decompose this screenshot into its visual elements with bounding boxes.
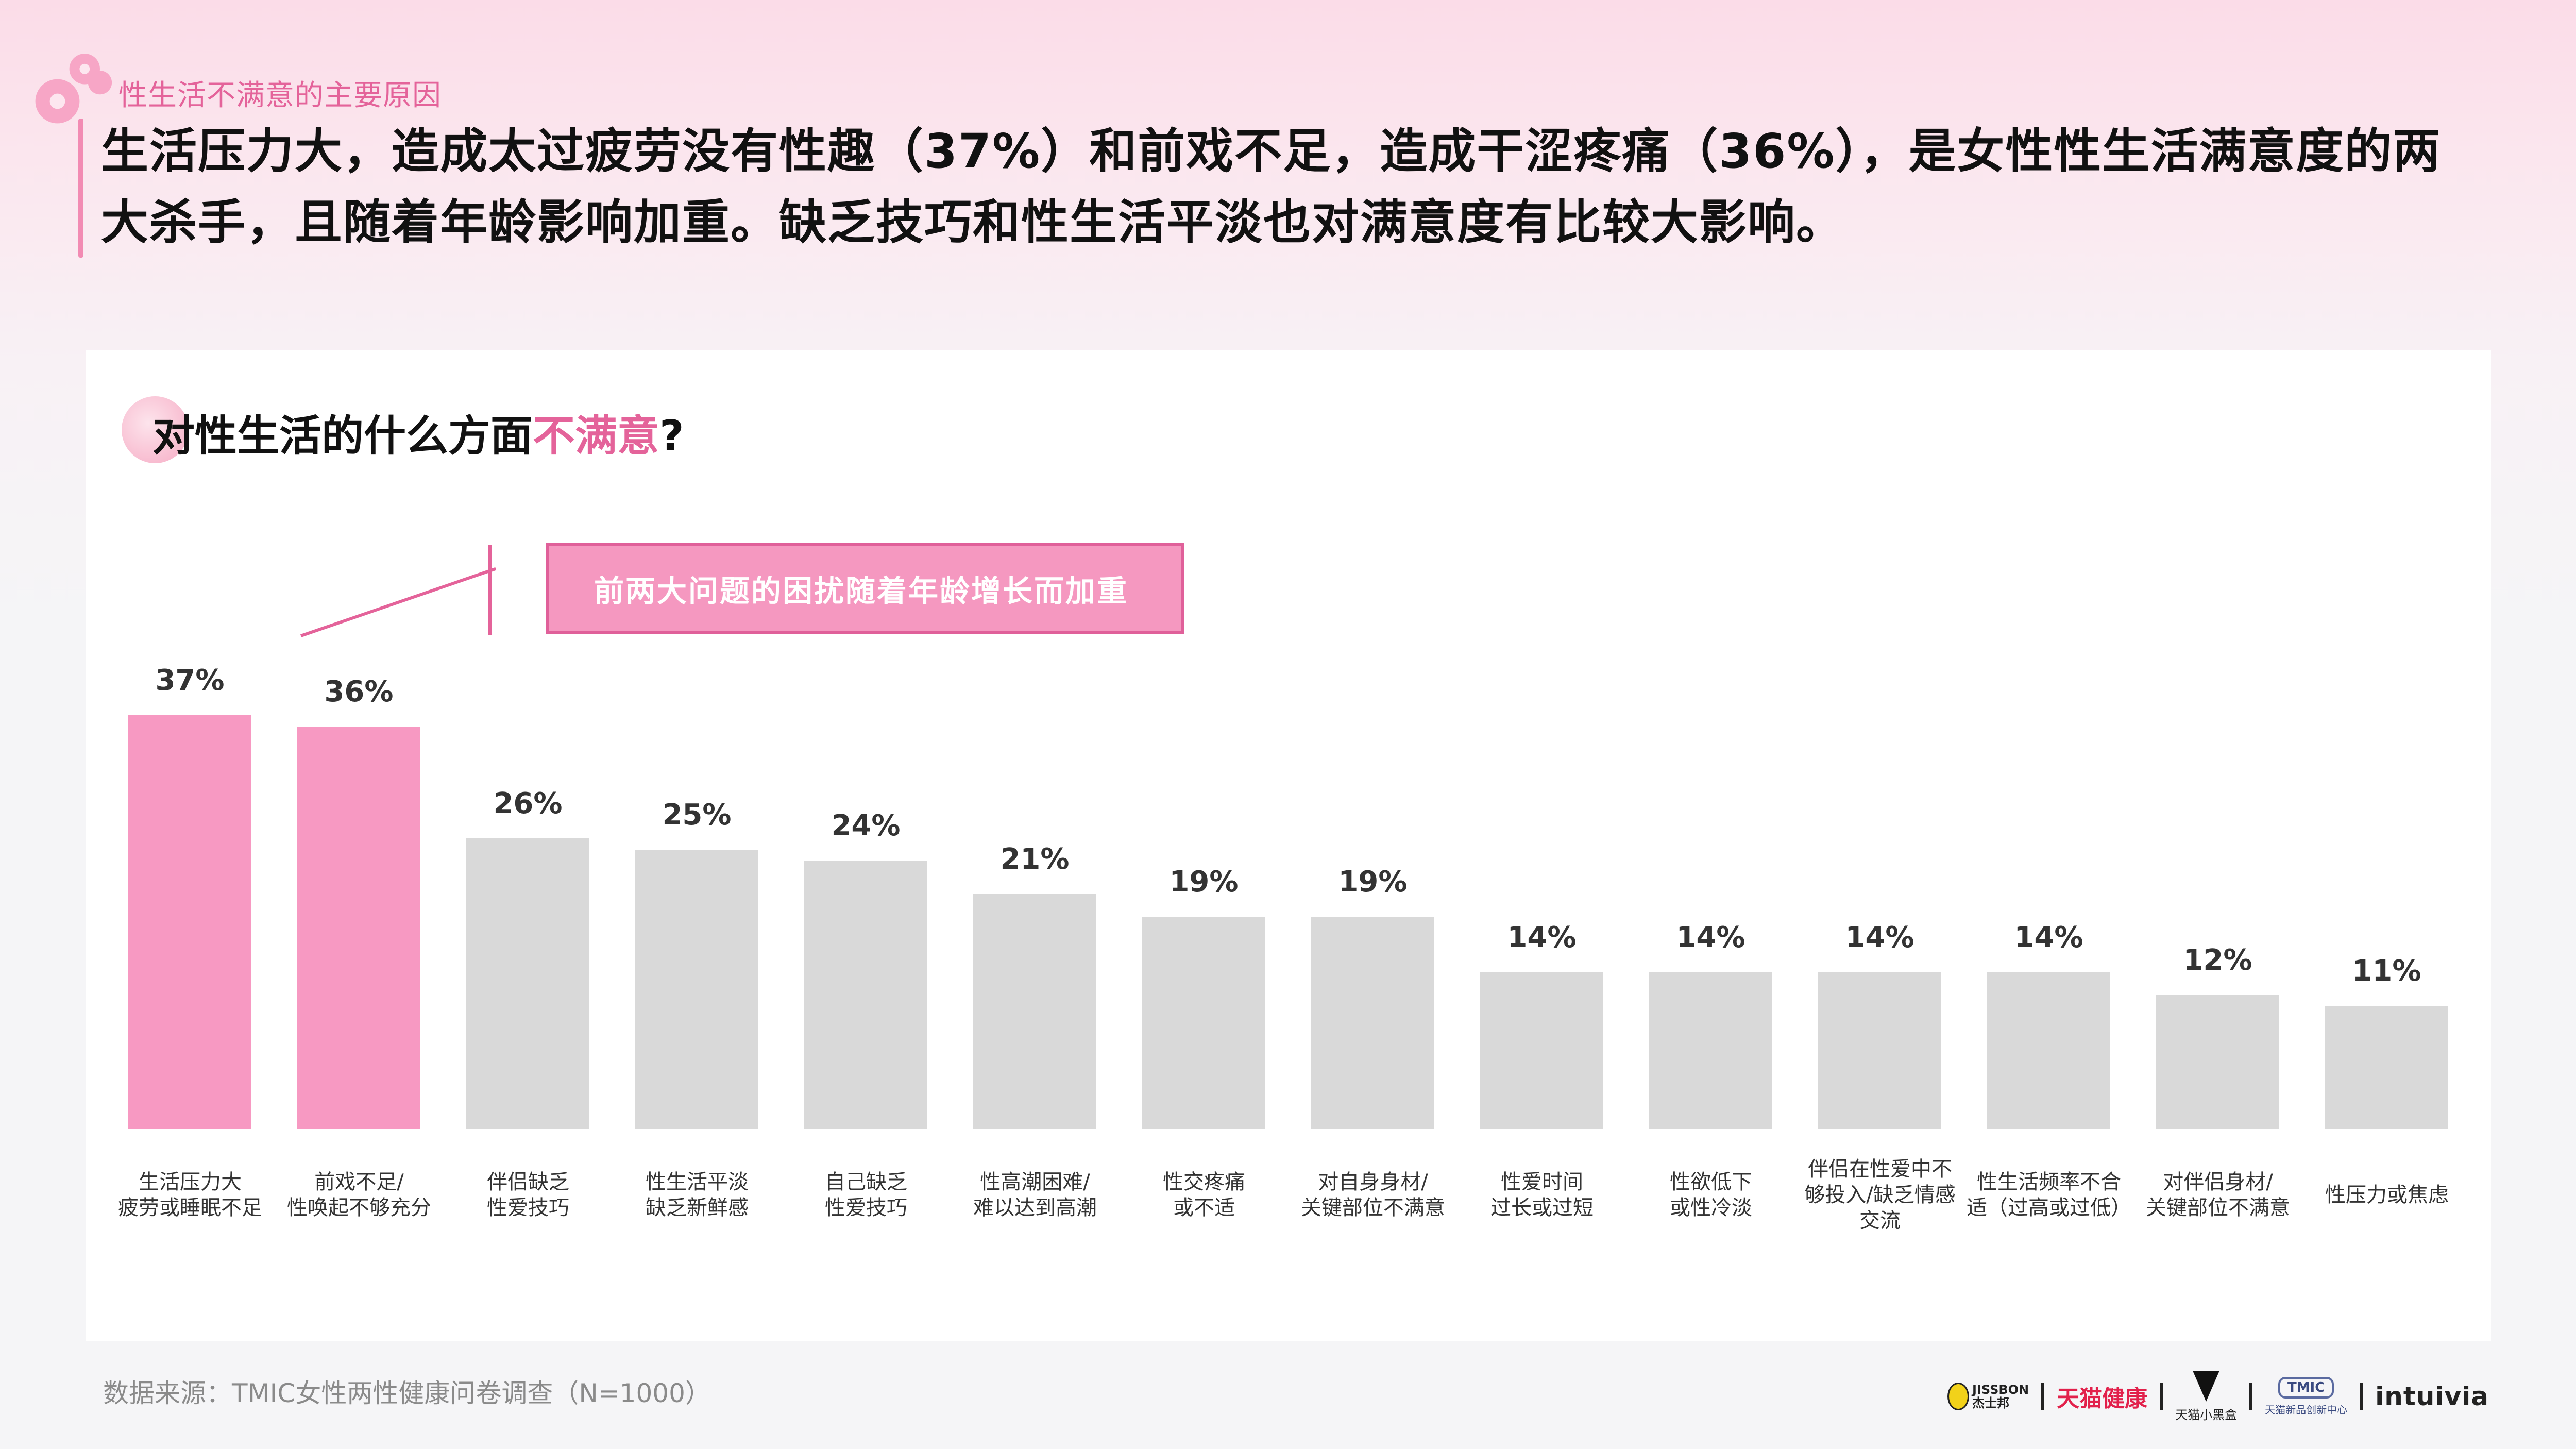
tmic-text: 天猫新品创新中心 [2265,1403,2348,1416]
callout-box: 前两大问题的困扰随着年龄增长而加重 [546,543,1184,634]
category-label: 性交疼痛 或不适 [1163,1170,1245,1220]
category-label: 自己缺乏 性爱技巧 [825,1170,907,1220]
chart-title-highlight: 不满意 [533,412,660,461]
category-label: 性生活频率不合 适（过高或过低） [1967,1170,2131,1220]
bar-value-label: 14% [1845,921,1914,955]
bar-group: 12% 对伴侣身材/关键部位不满意 [2146,350,2290,1341]
jissbon-cn: 杰士邦 [1972,1396,2009,1410]
bar-group: 14% 性生活频率不合 适（过高或过低） [1967,350,2131,1341]
bar-value-label: 26% [493,786,563,820]
logo-tmic: TMIC 天猫新品创新中心 [2265,1376,2348,1417]
category-label: 性压力或焦虑 [2325,1183,2449,1207]
bar [2325,1006,2448,1129]
jissbon-en: JISSBON [1972,1383,2029,1397]
bar [973,894,1096,1129]
bar-chart: 37% 生活压力大 疲劳或睡眠不足 36% 前戏不足/性唤起不够充分 26% 伴侣缺乏 性爱技… [86,350,2491,1341]
category-label: 生活压力大 疲劳或睡眠不足 [118,1170,262,1220]
bar-group: 19% 性交疼痛 或不适 [1142,350,1265,1341]
logo-divider [2360,1383,2363,1410]
bar [297,726,420,1129]
chart-card: 对性生活的什么方面不满意? 前两大问题的困扰随着年龄增长而加重 37% 生活压力大… [86,350,2491,1341]
bar-value-label: 21% [1000,843,1070,877]
tmall-box-text: 天猫小黑盒 [2175,1407,2238,1422]
bar-group: 26% 伴侣缺乏 性爱技巧 [466,350,589,1341]
category-label: 对自身身材/关键部位不满意 [1301,1170,1445,1220]
category-label: 前戏不足/性唤起不够充分 [287,1170,431,1220]
flower-icon [35,54,112,124]
callout-bracket-line [488,545,492,635]
category-label: 对伴侣身材/关键部位不满意 [2146,1170,2290,1220]
category-label: 性爱时间 过长或过短 [1490,1170,1594,1220]
bar-group: 19% 对自身身材/关键部位不满意 [1301,350,1445,1341]
bar-value-label: 24% [831,809,901,843]
question-badge-icon [122,396,189,463]
bar-value-label: 19% [1338,865,1408,899]
bar [128,715,251,1129]
logo-divider [2249,1383,2253,1410]
bar-group: 21% 性高潮困难/难以达到高潮 [973,350,1097,1341]
bar [1649,972,1772,1129]
jissbon-mascot-icon [1947,1383,1969,1410]
category-label: 伴侣在性爱中不 够投入/缺乏情感 交流 [1804,1157,1956,1233]
logo-tmall-health: 天猫健康 [2057,1386,2148,1412]
logo-intuivia: intuivia [2375,1381,2489,1411]
chart-title: 对性生活的什么方面不满意? [152,401,684,463]
bar-group: 11% 性压力或焦虑 [2325,350,2449,1341]
bar-group: 14% 性爱时间 过长或过短 [1480,350,1603,1341]
bar [1142,916,1265,1129]
bar-value-label: 25% [662,798,732,832]
bar-group: 37% 生活压力大 疲劳或睡眠不足 [118,350,262,1341]
section-kicker: 性生活不满意的主要原因 [118,79,442,112]
bar [804,861,927,1129]
category-label: 性高潮困难/难以达到高潮 [973,1170,1097,1220]
bar [1818,972,1941,1129]
category-label: 伴侣缺乏 性爱技巧 [487,1170,569,1220]
callout-text: 前两大问题的困扰随着年龄增长而加重 [594,574,1129,609]
bar-value-label: 14% [1676,921,1745,955]
bar-value-label: 14% [1507,921,1577,955]
bar-group: 25% 性生活平淡 缺乏新鲜感 [635,350,758,1341]
category-label: 性生活平淡 缺乏新鲜感 [646,1170,749,1220]
bar-group: 24% 自己缺乏 性爱技巧 [804,350,927,1341]
logo-divider [2041,1383,2045,1410]
logo-divider [2160,1383,2163,1410]
bar-value-label: 37% [155,664,225,698]
bar-group: 36% 前戏不足/性唤起不够充分 [287,350,431,1341]
chart-title-suffix: ? [659,412,684,461]
bar-value-label: 19% [1169,865,1239,899]
bar-group: 14% 性欲低下 或性冷淡 [1649,350,1772,1341]
page-headline: 生活压力大，造成太过疲劳没有性趣（37%）和前戏不足，造成干涩疼痛（36%），是… [101,124,2442,250]
bar [1987,972,2110,1129]
chart-title-prefix: 对性生活的什么方面 [152,412,533,461]
tmic-badge-icon: TMIC [2278,1376,2334,1399]
partner-logos: JISSBON 杰士邦 天猫健康 天猫小黑盒 TMIC 天猫新品创新中心 int… [1947,1366,2489,1427]
bar [2156,995,2279,1129]
bar-group: 14% 伴侣在性爱中不 够投入/缺乏情感 交流 [1804,350,1955,1341]
bar [635,849,758,1129]
logo-jissbon: JISSBON 杰士邦 [1947,1383,2029,1410]
bar [1311,916,1434,1129]
bar-value-label: 14% [2014,921,2083,955]
bar-value-label: 12% [2183,943,2252,977]
kicker-accent-bar [78,119,83,258]
bar-value-label: 36% [324,675,394,709]
bar [466,838,589,1129]
logo-tmall-box: 天猫小黑盒 [2175,1370,2238,1423]
data-source: 数据来源：TMIC女性两性健康问卷调查（N=1000） [103,1378,711,1408]
black-box-icon [2193,1370,2220,1402]
category-label: 性欲低下 或性冷淡 [1670,1170,1752,1220]
bar [1480,972,1603,1129]
bar-value-label: 11% [2352,954,2421,988]
